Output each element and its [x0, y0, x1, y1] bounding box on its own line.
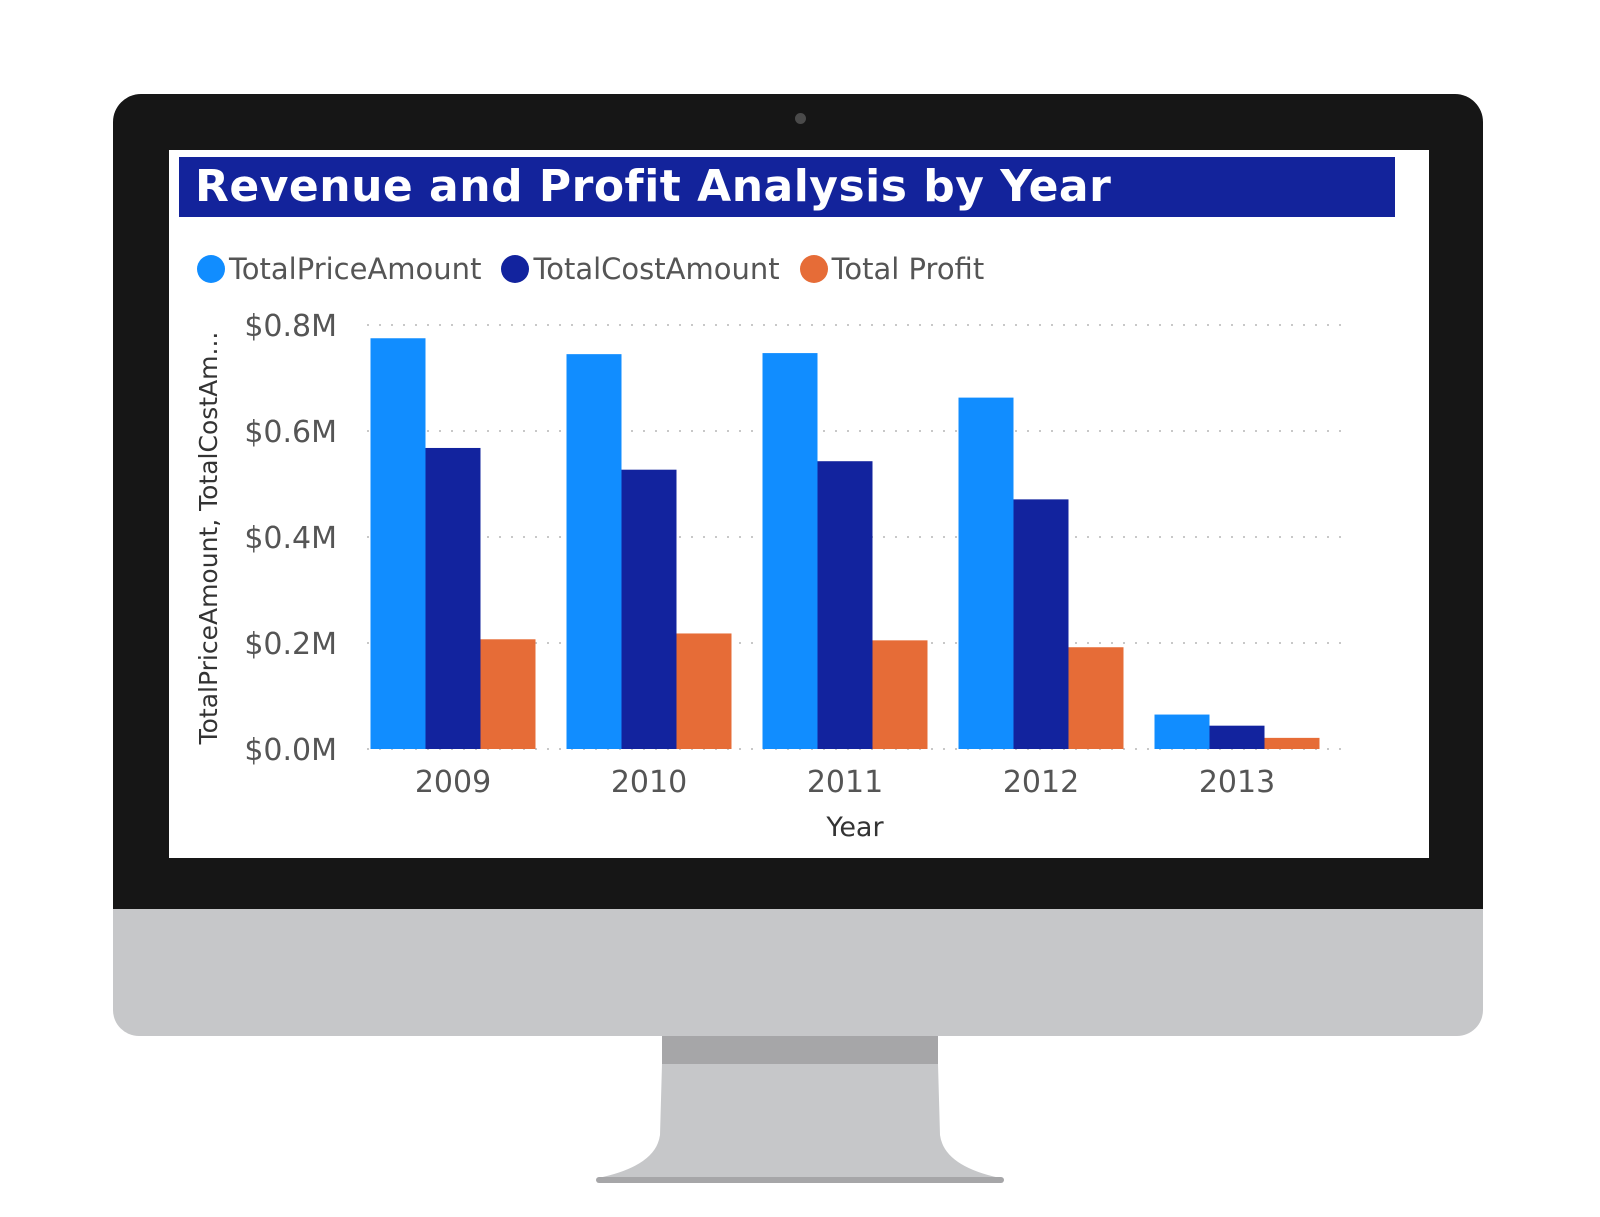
- x-tick-label: 2013: [1199, 765, 1275, 800]
- y-tick-label: $0.8M: [244, 309, 337, 344]
- x-axis-title: Year: [825, 812, 884, 843]
- bar-totalcostamount-2009: [425, 447, 481, 749]
- chart-plot: $0.0M $0.2M $0.4M $0.6M $0.8M 2009 2010 2011 201…: [194, 309, 1347, 843]
- legend-item-1[interactable]: TotalPriceAmount: [197, 252, 481, 286]
- monitor-chin: [113, 909, 1483, 1036]
- bar-totalpriceamount-2012: [958, 397, 1014, 749]
- bar-total-profit-2009: [480, 639, 536, 749]
- bar-total-profit-2010: [676, 633, 732, 749]
- y-tick-label: $0.4M: [244, 521, 337, 556]
- bar-totalcostamount-2010: [621, 469, 677, 749]
- legend-label: Total Profit: [831, 252, 985, 286]
- bar-totalcostamount-2011: [817, 461, 873, 749]
- bar-total-profit-2012: [1068, 647, 1124, 749]
- monitor-neck: [662, 1036, 938, 1064]
- bar-totalpriceamount-2009: [370, 338, 426, 749]
- x-tick-label: 2010: [611, 765, 687, 800]
- chart-title-bar: Revenue and Profit Analysis by Year: [179, 157, 1395, 217]
- y-tick-label: $0.6M: [244, 415, 337, 450]
- bar-totalpriceamount-2011: [762, 353, 818, 749]
- bar-totalcostamount-2012: [1013, 499, 1069, 749]
- chart-title: Revenue and Profit Analysis by Year: [195, 161, 1112, 212]
- x-tick-label: 2012: [1003, 765, 1079, 800]
- bar-total-profit-2011: [872, 640, 928, 749]
- x-tick-label: 2009: [415, 765, 491, 800]
- bar-totalcostamount-2013: [1209, 725, 1265, 749]
- chart-legend: TotalPriceAmount TotalCostAmount Total Pro…: [197, 252, 984, 286]
- bar-totalpriceamount-2013: [1154, 714, 1210, 749]
- legend-dot-icon: [197, 255, 225, 283]
- legend-label: TotalCostAmount: [533, 252, 780, 286]
- webcam-icon: [795, 113, 806, 124]
- legend-label: TotalPriceAmount: [229, 252, 482, 286]
- y-tick-label: $0.2M: [244, 627, 337, 662]
- x-tick-label: 2011: [807, 765, 883, 800]
- bar-totalpriceamount-2010: [566, 354, 622, 749]
- y-axis-title: TotalPriceAmount, TotalCostAm...: [194, 332, 223, 746]
- legend-dot-icon: [799, 255, 828, 283]
- monitor-screen: Revenue and Profit Analysis by Year Tota…: [169, 150, 1429, 858]
- legend-dot-icon: [501, 255, 530, 283]
- legend-item-3[interactable]: Total Profit: [799, 252, 985, 286]
- y-tick-label: $0.0M: [244, 733, 337, 768]
- bar-total-profit-2013: [1264, 737, 1320, 749]
- legend-item-2[interactable]: TotalCostAmount: [501, 252, 780, 286]
